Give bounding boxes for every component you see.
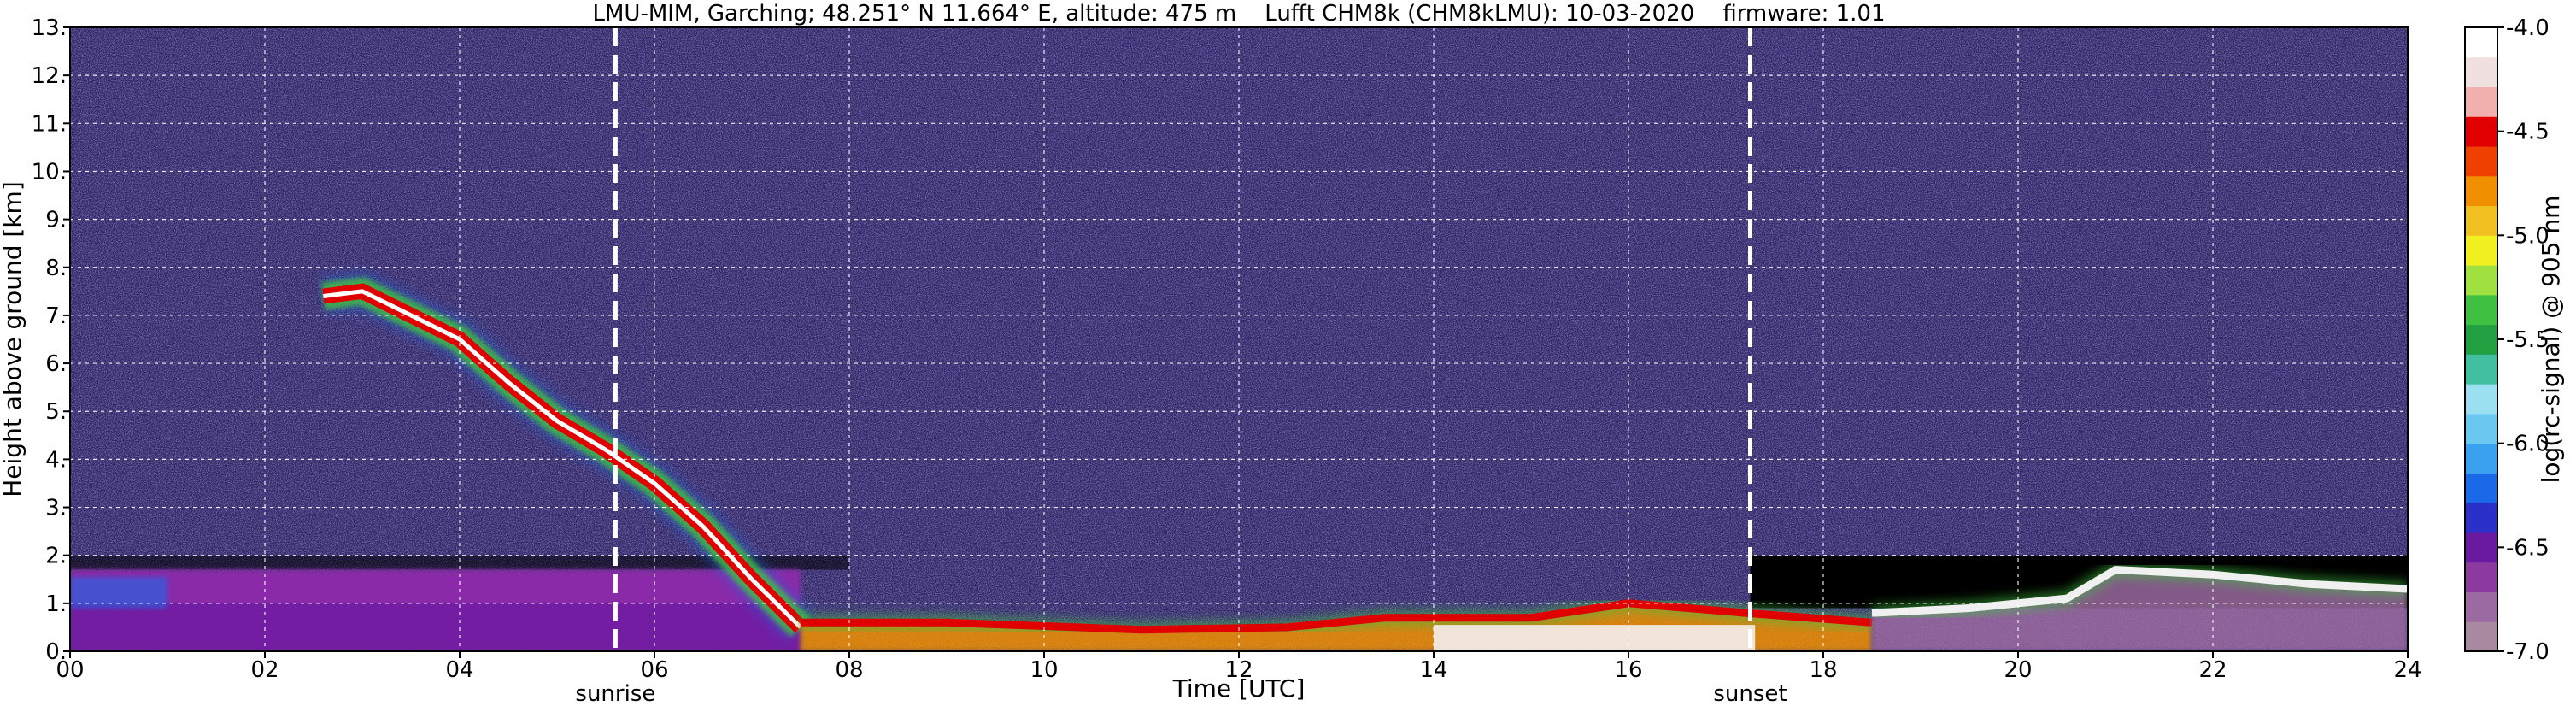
layer-peak <box>323 289 802 629</box>
layer-top <box>1871 565 2408 617</box>
colorbar-tick-label: -5.0 <box>2506 223 2550 249</box>
sun-lines <box>613 27 1752 651</box>
colorbar-segment <box>2465 294 2497 326</box>
colorbar-segment <box>2465 621 2497 652</box>
colorbar-segment <box>2465 175 2497 207</box>
x-tick-label: 12 <box>1224 657 1253 683</box>
aerosol-features <box>70 271 2408 651</box>
sunrise-label: sunrise <box>575 681 655 706</box>
y-tick-label: 13. <box>32 15 67 41</box>
x-tick-label: 16 <box>1614 657 1642 683</box>
y-tick-label: 11. <box>32 111 67 137</box>
y-tick-label: 6. <box>45 351 67 377</box>
y-tick-label: 2. <box>45 544 67 569</box>
colorbar-segment <box>2465 324 2497 355</box>
x-tick-label: 02 <box>250 657 279 683</box>
colorbar-segment <box>2465 473 2497 503</box>
colorbar-segment <box>2465 146 2497 177</box>
colorbar-segment <box>2465 532 2497 563</box>
x-tick-label: 24 <box>2393 657 2421 683</box>
y-tick-label: 1. <box>45 591 67 617</box>
y-tick-label: 5. <box>45 399 67 425</box>
chart-title: LMU-MIM, Garching; 48.251° N 11.664° E, … <box>593 1 1886 26</box>
colorbar-tick-label: -4.5 <box>2506 120 2550 145</box>
colorbar-segment <box>2465 354 2497 385</box>
colorbar-segment <box>2465 503 2497 533</box>
x-axis-label: Time [UTC] <box>1172 674 1306 703</box>
colorbar-segment <box>2465 413 2497 444</box>
annotations: sunrise sunset <box>575 681 1787 706</box>
y-axis-label: Height above ground [km] <box>0 181 26 497</box>
residual-layer-fill <box>1872 569 2408 651</box>
x-axis: 00 02 04 06 08 10 12 14 16 18 20 22 24 <box>56 651 2422 683</box>
x-tick-label: 10 <box>1030 657 1058 683</box>
colorbar-segment <box>2465 116 2497 147</box>
y-tick-label: 3. <box>45 496 67 521</box>
x-tick-label: 08 <box>835 657 863 683</box>
colorbar-segment <box>2465 86 2497 117</box>
colorbar-tick-label: -7.0 <box>2506 639 2550 665</box>
colorbar-segment <box>2465 56 2497 88</box>
sunset-label: sunset <box>1713 681 1787 706</box>
x-tick-label: 20 <box>2004 657 2032 683</box>
boundary-layer-core <box>70 603 801 651</box>
x-tick-label: 00 <box>56 657 84 683</box>
y-tick-label: 10. <box>32 159 67 185</box>
x-tick-label: 04 <box>445 657 473 683</box>
x-tick-label: 22 <box>2198 657 2227 683</box>
colorbar-tick-label: -4.0 <box>2506 15 2550 41</box>
colorbar-segment <box>2465 27 2497 58</box>
y-tick-label: 12. <box>32 63 67 89</box>
colorbar-tick-label: -6.5 <box>2506 535 2550 561</box>
white-saturation <box>1434 625 1756 651</box>
x-tick-label: 18 <box>1809 657 1837 683</box>
y-tick-label: 4. <box>45 447 67 473</box>
colorbar-segment <box>2465 384 2497 415</box>
colorbar-segment <box>2465 591 2497 622</box>
y-tick-label: 0. <box>45 639 67 665</box>
colorbar-segment <box>2465 205 2497 236</box>
colorbar-segment <box>2465 443 2497 474</box>
y-tick-label: 9. <box>45 208 67 233</box>
y-tick-label: 7. <box>45 303 67 329</box>
grid <box>70 27 2408 651</box>
layer-top <box>801 599 1873 634</box>
x-tick-label: 14 <box>1419 657 1447 683</box>
colorbar-segment <box>2465 562 2497 592</box>
x-tick-label: 06 <box>640 657 668 683</box>
y-tick-label: 8. <box>45 256 67 281</box>
colorbar: -4.0 -4.5 -5.0 -5.5 -6.0 -6.5 -7.0 <box>2464 15 2550 665</box>
colorbar-segment <box>2465 265 2497 296</box>
plot-area <box>70 27 2408 651</box>
colorbar-tick-label: -5.5 <box>2506 327 2550 353</box>
colorbar-label: log(rc-signal) @ 905 nm <box>2537 196 2565 484</box>
y-axis: 0. 1. 2. 3. 4. 5. 6. 7. 8. 9. 10. 11. 12. 13. <box>32 15 70 665</box>
colorbar-tick-label: -6.0 <box>2506 432 2550 457</box>
colorbar-segment <box>2465 235 2497 266</box>
